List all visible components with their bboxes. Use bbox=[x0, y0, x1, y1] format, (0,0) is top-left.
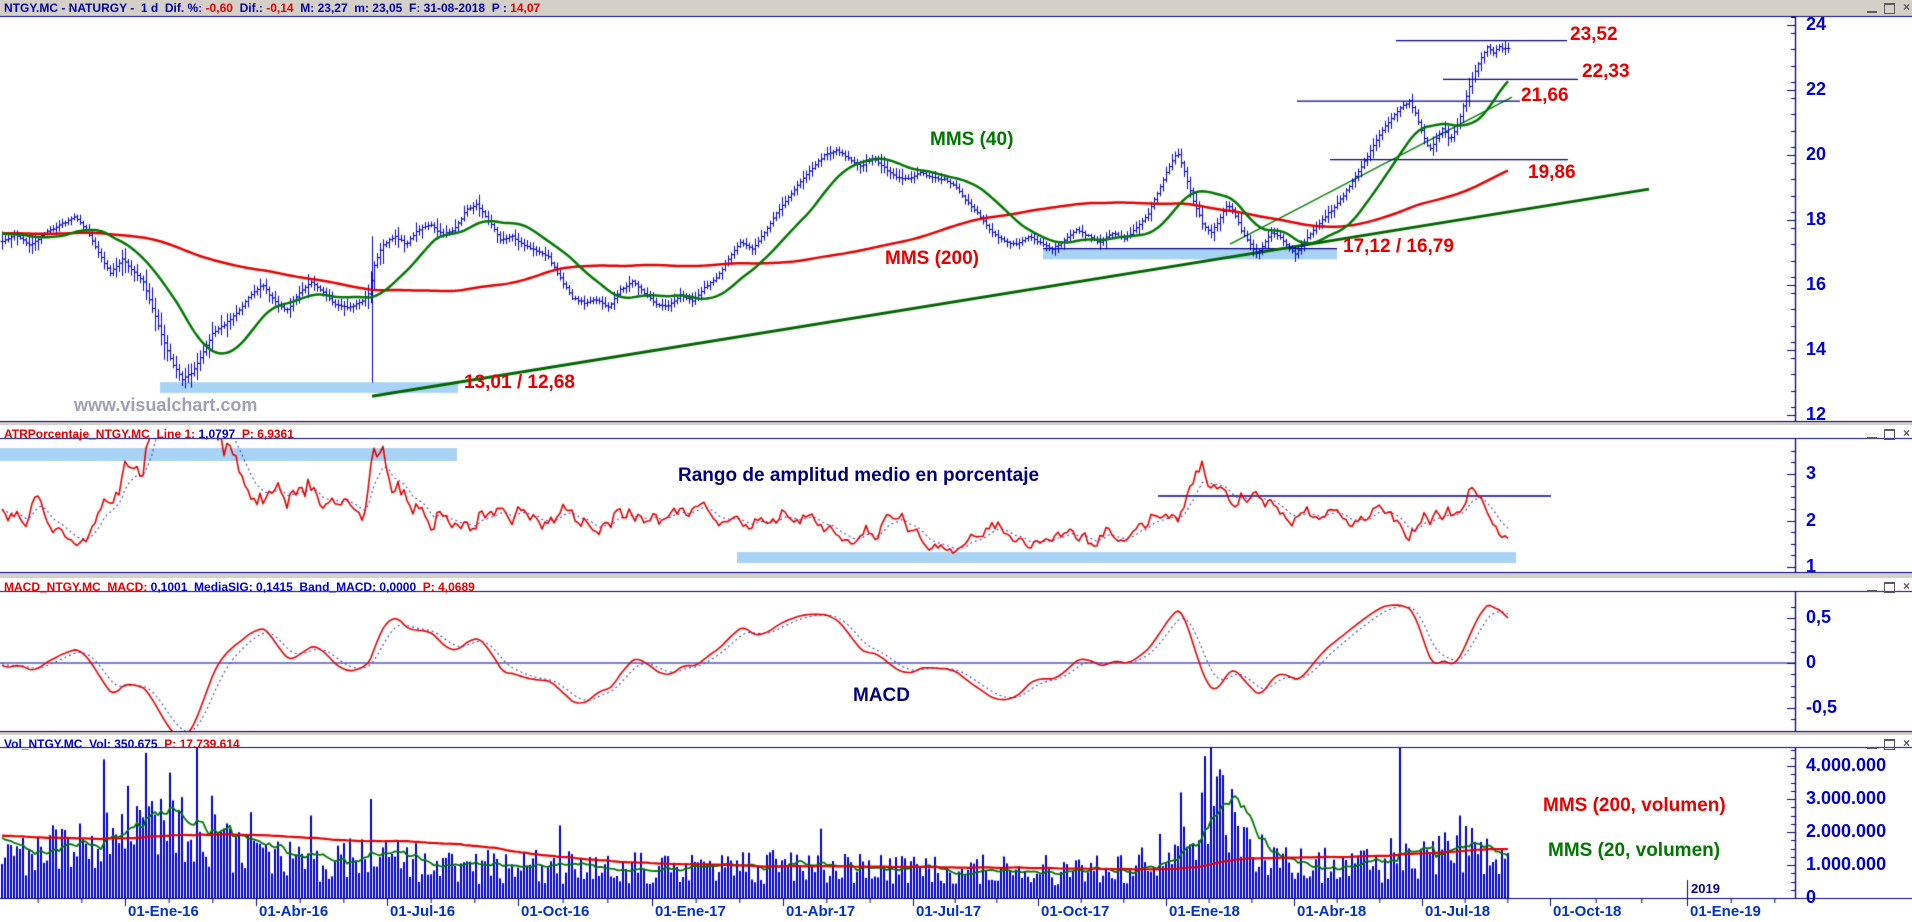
close-icon[interactable]: × bbox=[1902, 0, 1910, 14]
level-label-1: 23,52 bbox=[1570, 24, 1618, 45]
minimize-button[interactable] bbox=[1866, 581, 1879, 593]
close-icon[interactable]: × bbox=[1902, 579, 1910, 593]
vol-mms20-label: MMS (20, volumen) bbox=[1548, 840, 1721, 861]
header-segment: P: 6,9361 bbox=[235, 427, 294, 441]
volume-panel-controls: × bbox=[1866, 736, 1912, 750]
maximize-button[interactable] bbox=[1883, 738, 1896, 750]
minimize-button[interactable] bbox=[1866, 2, 1879, 14]
close-icon[interactable]: × bbox=[1902, 736, 1910, 750]
macd-annotation: MACD bbox=[853, 685, 910, 706]
maximize-button[interactable] bbox=[1883, 428, 1896, 440]
header-segment: 1,0797 bbox=[198, 427, 236, 441]
atr-panel-controls: × bbox=[1866, 426, 1912, 440]
level-label-2: 22,33 bbox=[1582, 61, 1630, 82]
header-segment: ATRPorcentaje_NTGY.MC Line 1: bbox=[4, 427, 199, 441]
mms200-label: MMS (200) bbox=[885, 248, 979, 269]
year-marker: 2019 bbox=[1691, 881, 1720, 896]
header-segment: MediaSIG: 0,1415 Band_MACD: 0,0000 bbox=[187, 580, 417, 594]
macd-panel-header: MACD_NTGY.MC MACD: 0,1001 MediaSIG: 0,14… bbox=[4, 580, 475, 594]
header-segment: Dif.: bbox=[232, 1, 267, 15]
atr-panel-header: ATRPorcentaje_NTGY.MC Line 1: 1,0797 P: … bbox=[4, 427, 294, 441]
header-segment: M: 23,27 m: 23,05 F: 31-08-2018 bbox=[293, 1, 492, 15]
maximize-button[interactable] bbox=[1883, 581, 1896, 593]
header-segment: P: 17.739.614 bbox=[157, 737, 240, 751]
minimize-button[interactable] bbox=[1866, 738, 1879, 750]
maximize-button[interactable] bbox=[1883, 2, 1896, 14]
price-panel-controls: × bbox=[1866, 0, 1912, 14]
atr-annotation: Rango de amplitud medio en porcentaje bbox=[678, 465, 1040, 486]
header-segment: 14,07 bbox=[510, 1, 541, 15]
band-label-17: 17,12 / 16,79 bbox=[1343, 236, 1454, 257]
header-segment: P: 4,0689 bbox=[416, 580, 475, 594]
header-segment: 0,1001 bbox=[150, 580, 188, 594]
macd-panel-controls: × bbox=[1866, 579, 1912, 593]
vol-mms200-label: MMS (200, volumen) bbox=[1543, 795, 1726, 816]
header-segment: -0,14 bbox=[266, 1, 294, 15]
watermark: www.visualchart.com bbox=[74, 395, 258, 415]
header-segment: P : bbox=[491, 1, 511, 15]
mms40-label: MMS (40) bbox=[930, 129, 1014, 150]
close-icon[interactable]: × bbox=[1902, 426, 1910, 440]
header-segment: -0,60 bbox=[205, 1, 233, 15]
minimize-button[interactable] bbox=[1866, 428, 1879, 440]
band-label-13: 13,01 / 12,68 bbox=[464, 372, 575, 393]
header-segment: NTGY.MC - NATURGY - 1 d Dif. %: bbox=[4, 1, 206, 15]
level-label-3: 21,66 bbox=[1521, 85, 1569, 106]
level-label-4: 19,86 bbox=[1528, 162, 1576, 183]
header-segment: Vol_NTGY.MC Vol: 350.675 bbox=[4, 737, 158, 751]
volume-panel-header: Vol_NTGY.MC Vol: 350.675 P: 17.739.614 bbox=[4, 737, 240, 751]
price-panel-header: NTGY.MC - NATURGY - 1 d Dif. %: -0,60 Di… bbox=[4, 1, 540, 15]
header-segment: MACD_NTGY.MC MACD: bbox=[4, 580, 151, 594]
